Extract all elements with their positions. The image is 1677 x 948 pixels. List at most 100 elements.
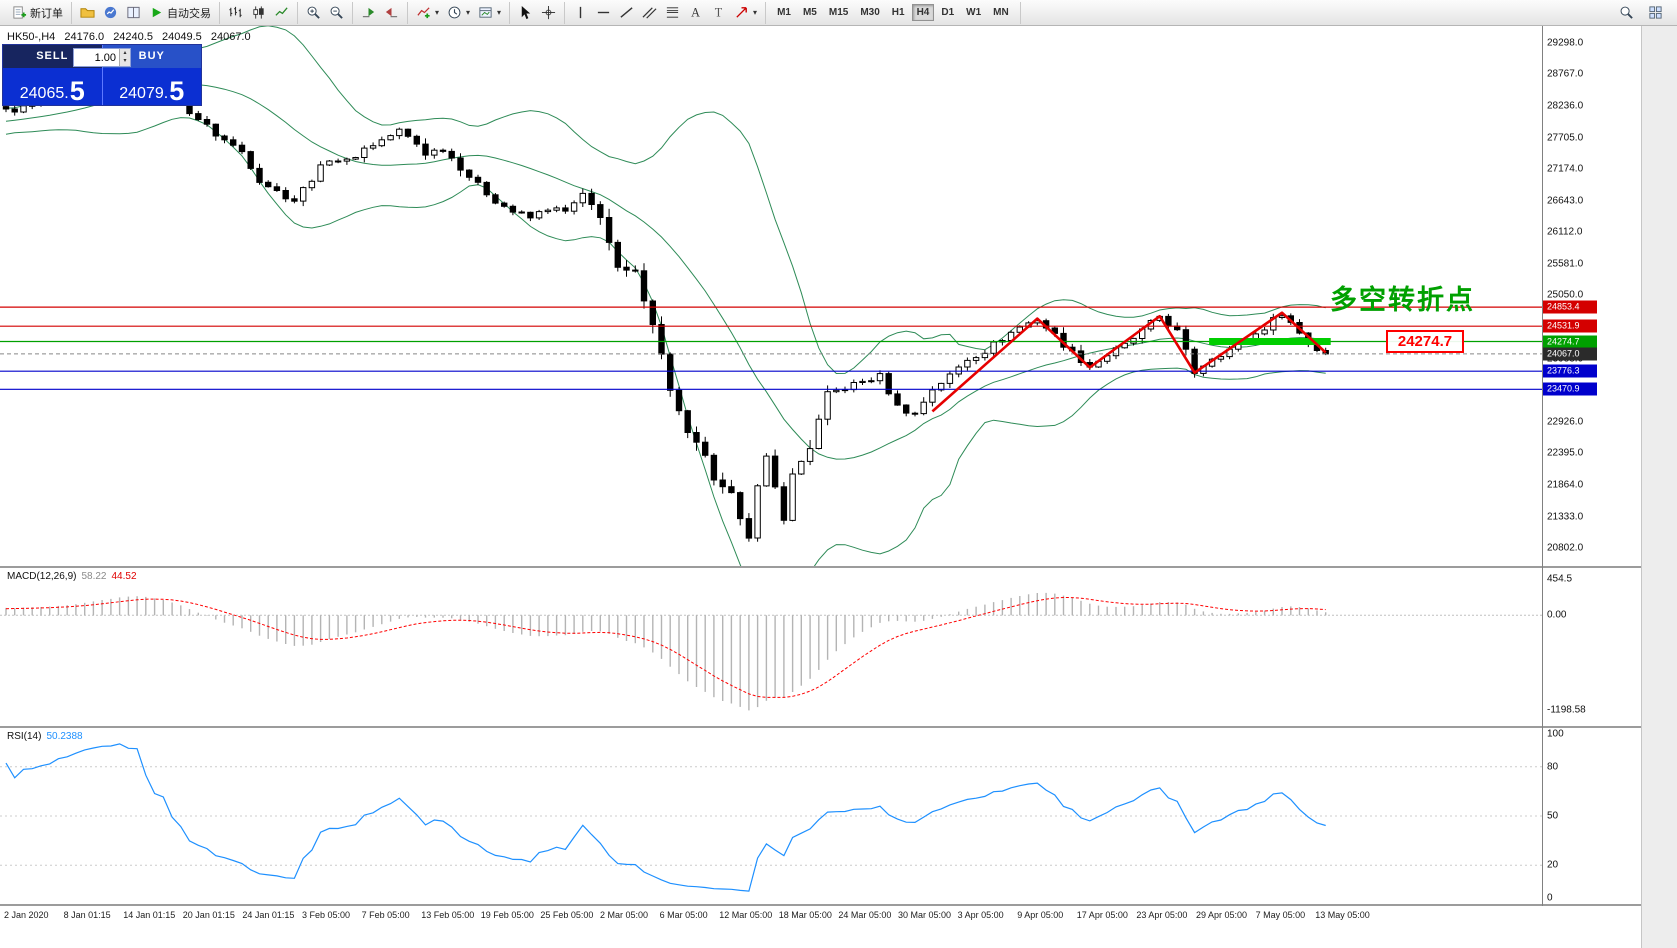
chart-shift-button[interactable]: [380, 3, 403, 22]
timeframe-m1-button[interactable]: M1: [777, 7, 791, 18]
time-axis-label: 8 Jan 01:15: [63, 910, 111, 920]
price-tag: 23470.9: [1543, 382, 1597, 396]
sell-price-dot: .: [64, 85, 69, 102]
time-axis-label: 13 Feb 05:00: [421, 910, 475, 920]
rsi-indicator-chart[interactable]: [0, 728, 1542, 904]
timeframe-h1-button[interactable]: H1: [891, 7, 905, 18]
price-chart[interactable]: [0, 26, 1542, 566]
lot-size-value[interactable]: 1.00: [94, 52, 116, 64]
fibonacci-icon: [665, 5, 680, 20]
auto-scroll-button[interactable]: [357, 3, 380, 22]
zoom-in-button[interactable]: [302, 3, 325, 22]
rsi-label: RSI(14) 50.2388: [7, 731, 83, 742]
dropdown-arrow-icon[interactable]: ▾: [435, 8, 440, 17]
time-axis-label: 25 Feb 05:00: [540, 910, 594, 920]
timeframe-m5-button[interactable]: M5: [802, 7, 817, 18]
templates-icon: [478, 5, 493, 20]
high-value: 24240.5: [113, 31, 153, 43]
timeframe-w1-button[interactable]: W1: [966, 7, 982, 18]
data-window-icon: [126, 5, 141, 20]
trendline-button[interactable]: [615, 3, 638, 22]
line-chart-icon: [274, 5, 289, 20]
candlestick-chart-button[interactable]: [247, 3, 270, 22]
bar-chart-button[interactable]: [224, 3, 247, 22]
fibonacci-button[interactable]: [661, 3, 684, 22]
label-button[interactable]: T: [707, 3, 730, 22]
indicators-button[interactable]: ▾: [412, 3, 443, 22]
candlestick-chart-icon: [251, 5, 266, 20]
time-axis[interactable]: 2 Jan 2020 8 Jan 01:15 14 Jan 01:15 20 Jan …: [0, 906, 1641, 928]
zigzag-trend-line[interactable]: [931, 311, 1327, 413]
macd-title: MACD(12,26,9): [7, 571, 77, 582]
text-icon: A: [688, 5, 703, 20]
macd-signal-line: [5, 596, 1326, 698]
autotrading-button[interactable]: 自动交易: [145, 3, 215, 23]
autotrading-label: 自动交易: [167, 7, 211, 20]
windows-button[interactable]: [1644, 3, 1667, 22]
horizontal-line-button[interactable]: [592, 3, 615, 22]
rsi-axis-label: 100: [1547, 728, 1564, 740]
line-chart-button[interactable]: [270, 3, 293, 22]
templates-button[interactable]: ▾: [474, 3, 505, 22]
support-zone-bar[interactable]: [1209, 338, 1331, 345]
time-axis-label: 3 Apr 05:00: [957, 910, 1004, 920]
time-axis-label: 7 Feb 05:00: [361, 910, 410, 920]
time-axis-label: 24 Mar 05:00: [838, 910, 892, 920]
data-window-button[interactable]: [122, 3, 145, 22]
timeframe-h4-button[interactable]: H4: [911, 4, 935, 21]
lot-size-field[interactable]: 1.00 ▴ ▾: [73, 48, 131, 67]
price-tick-label: 25050.0: [1547, 289, 1584, 301]
open-value: 24176.0: [64, 31, 105, 43]
turning-point-annotation[interactable]: 多空转折点: [1330, 285, 1475, 315]
toolbar-group: 自动交易: [72, 1, 220, 24]
autotrading-icon: [149, 5, 164, 20]
horizontal-line-icon: [596, 5, 611, 20]
vertical-line-button[interactable]: [569, 3, 592, 22]
search-button[interactable]: [1615, 3, 1638, 22]
periods-button[interactable]: ▾: [443, 3, 474, 22]
arrows-icon: [734, 5, 749, 20]
time-axis-label: 24 Jan 01:15: [242, 910, 295, 920]
toolbar-right-icons: [1615, 3, 1673, 22]
price-level-annotation-box[interactable]: 24274.7: [1386, 330, 1464, 353]
periods-icon: [447, 5, 462, 20]
toolbar-group: A T ▾: [565, 1, 767, 24]
timeframe-mn-button[interactable]: MN: [993, 7, 1009, 18]
price-tick-label: 22926.0: [1547, 416, 1584, 428]
macd-rsi-splitter[interactable]: [0, 726, 1641, 728]
sell-price: 24065. 5: [3, 68, 102, 105]
buy-price-big-digit: 5: [169, 75, 185, 106]
zoom-out-button[interactable]: [325, 3, 348, 22]
channel-button[interactable]: [638, 3, 661, 22]
market-watch-icon: [103, 5, 118, 20]
time-axis-label: 18 Mar 05:00: [778, 910, 832, 920]
timeframe-m15-button[interactable]: M15: [828, 7, 849, 18]
timeframe-m30-button[interactable]: M30: [860, 7, 880, 18]
symbol-period-label: HK50-,H4: [7, 31, 56, 43]
dropdown-arrow-icon[interactable]: ▾: [497, 8, 502, 17]
price-tick-label: 20802.0: [1547, 542, 1584, 554]
new-order-button[interactable]: 新订单: [8, 3, 67, 23]
time-axis-label: 3 Feb 05:00: [302, 910, 351, 920]
chart-macd-splitter[interactable]: [0, 566, 1641, 568]
bollinger-bands[interactable]: [5, 26, 1326, 566]
profiles-button[interactable]: [76, 3, 99, 22]
zoom-out-icon: [329, 5, 344, 20]
macd-histogram: [5, 592, 1327, 711]
macd-axis-label: 454.5: [1547, 573, 1573, 585]
arrows-button[interactable]: ▾: [730, 3, 761, 22]
macd-indicator-chart[interactable]: [0, 568, 1542, 726]
rsi-axis-label: 0: [1547, 892, 1553, 904]
crosshair-button[interactable]: [537, 3, 560, 22]
lot-decrease-button[interactable]: ▾: [123, 58, 127, 64]
market-watch-button[interactable]: [99, 3, 122, 22]
dropdown-arrow-icon[interactable]: ▾: [466, 8, 471, 17]
cursor-button[interactable]: [514, 3, 537, 22]
macd-label: MACD(12,26,9) 58.22 44.52: [7, 571, 137, 582]
dropdown-arrow-icon[interactable]: ▾: [753, 8, 758, 17]
text-button[interactable]: A: [684, 3, 707, 22]
timeframe-d1-button[interactable]: D1: [941, 7, 955, 18]
lot-increase-button[interactable]: ▴: [123, 50, 127, 56]
rsi-timeaxis-splitter[interactable]: [0, 904, 1641, 906]
price-tick-label: 29298.0: [1547, 37, 1584, 49]
